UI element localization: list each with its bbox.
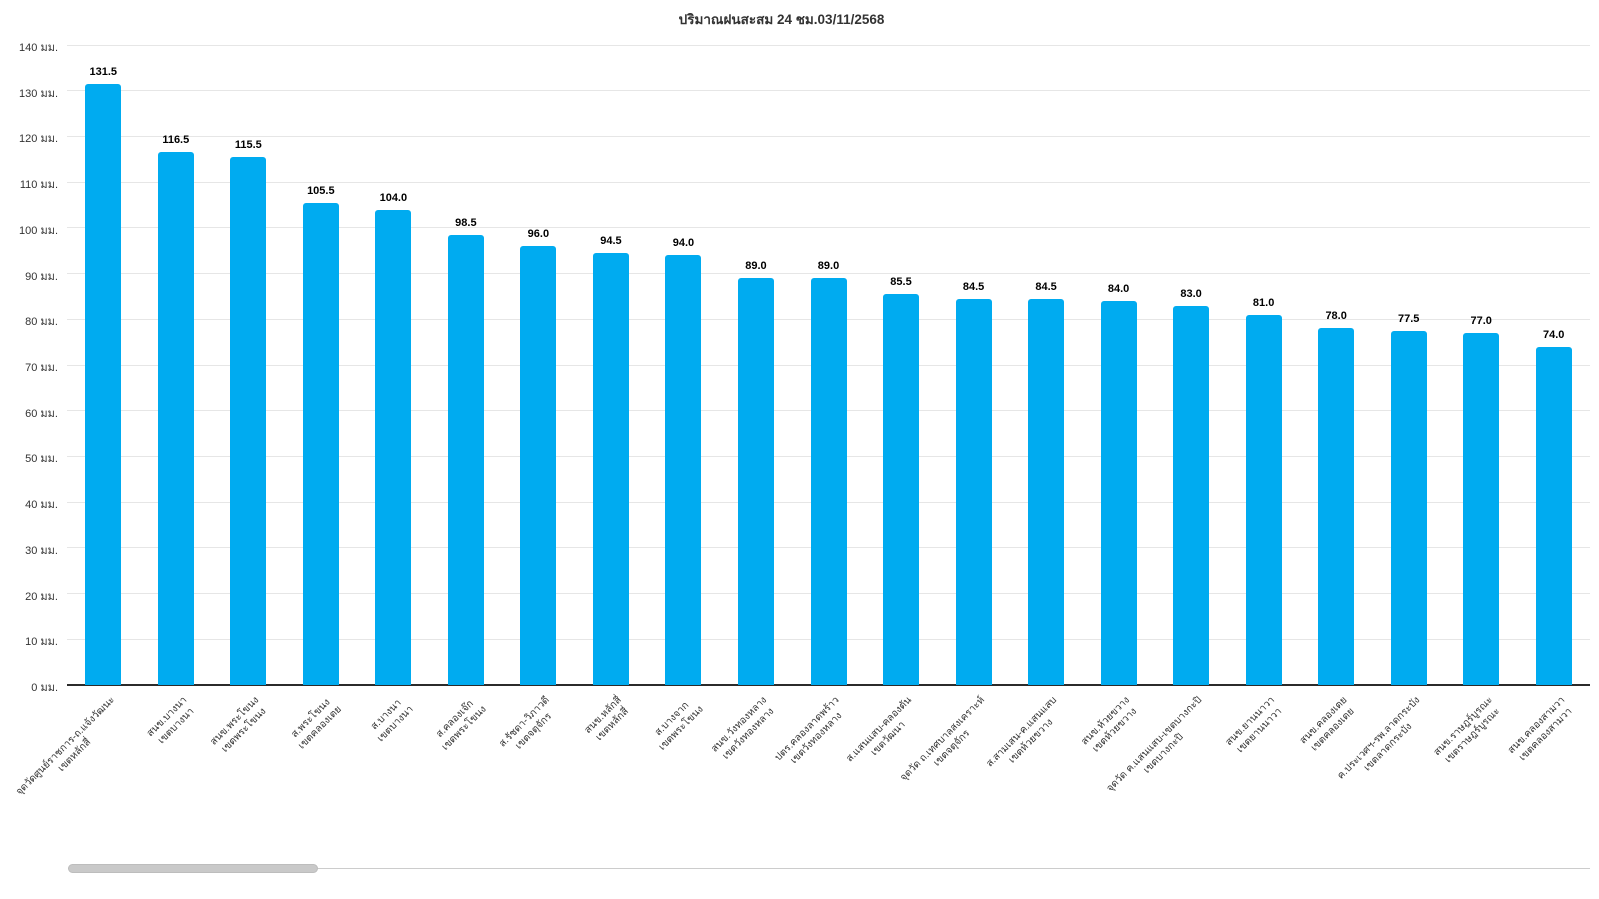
chart-title: ปริมาณฝนสะสม 24 ชม.03/11/2568: [678, 12, 885, 27]
bar-value-label: 83.0: [1180, 287, 1202, 300]
y-axis-tick-label: 50 มม.: [25, 453, 58, 466]
bar[interactable]: [1535, 346, 1572, 685]
y-axis-tick-label: 130 มม.: [19, 87, 58, 100]
x-axis-category-label: ปตร.คลองลาดพร้าว เขตวังทองหลาง: [773, 694, 845, 767]
y-axis-tick-label: 10 มม.: [25, 636, 58, 649]
bar-value-label: 89.0: [745, 260, 767, 273]
x-axis-category-label: สนข.บางนา เขตบางนา: [144, 694, 197, 747]
x-axis-category-label: ส.บางนา เขตบางนา: [369, 697, 417, 745]
x-axis-category-label: ส.บางจาก เขตพระโขนง: [653, 699, 707, 753]
y-gridline: [67, 273, 1590, 275]
bar-value-label: 84.5: [1035, 280, 1057, 293]
bar-value-label: 85.5: [890, 276, 912, 289]
bar[interactable]: [1390, 330, 1427, 685]
y-gridline: [67, 181, 1590, 183]
horizontal-scrollbar-track[interactable]: [68, 868, 1590, 869]
bar-value-label: 81.0: [1252, 296, 1275, 309]
bar[interactable]: [665, 255, 702, 685]
bar-value-label: 116.5: [162, 134, 190, 147]
bar[interactable]: [375, 209, 412, 685]
bar[interactable]: [1028, 298, 1065, 685]
x-axis-category-label: ส.รัชดา-วิภาวดี เขตจตุจักร: [497, 694, 554, 752]
bar-value-label: 77.5: [1397, 312, 1420, 325]
bar[interactable]: [157, 152, 194, 685]
bar-value-label: 77.0: [1470, 315, 1492, 327]
y-axis-tick-label: 140 มม.: [19, 42, 58, 54]
y-axis-tick-label: 70 มม.: [25, 362, 58, 374]
x-axis-category-label: ส.คลองเจ๊ก เขตพระโขนง: [434, 698, 489, 753]
bar-value-label: 94.5: [600, 235, 622, 247]
bar[interactable]: [955, 298, 992, 685]
bar-value-label: 96.0: [527, 228, 550, 241]
y-gridline: [67, 90, 1590, 92]
bar[interactable]: [1100, 301, 1137, 685]
y-axis-tick-label: 90 มม.: [25, 270, 58, 283]
x-axis-line: [67, 684, 1590, 686]
y-axis-tick-label: 80 มม.: [25, 316, 58, 329]
bar[interactable]: [1463, 333, 1500, 685]
y-axis-tick-label: 120 มม.: [19, 133, 58, 146]
bar-value-label: 104.0: [379, 191, 408, 204]
bar[interactable]: [520, 246, 557, 685]
bar-value-label: 78.0: [1325, 310, 1347, 323]
x-axis-category-label: สนข.คลองสามวา เขตคลองสามวา: [1505, 694, 1575, 764]
x-axis-category-label: สนข.วังทองหลาง เขตวังทองหลาง: [709, 694, 777, 762]
y-axis-tick-label: 100 มม.: [19, 224, 58, 237]
y-gridline: [67, 227, 1590, 229]
bar[interactable]: [1318, 328, 1355, 685]
export-menu-button[interactable]: [1561, 8, 1589, 34]
bar[interactable]: [737, 278, 774, 685]
x-axis-category-label: สนข.ห้วยขวาง เขตห้วยขวาง: [1079, 694, 1140, 755]
bar[interactable]: [230, 157, 267, 685]
bar[interactable]: [1173, 305, 1210, 685]
y-axis-tick-label: 0 มม.: [31, 682, 58, 694]
bar-value-label: 74.0: [1543, 328, 1565, 341]
bar-value-label: 98.5: [455, 216, 477, 229]
bar-value-label: 84.5: [962, 280, 985, 293]
y-axis-tick-label: 20 มม.: [25, 590, 58, 603]
bar-value-label: 94.0: [672, 237, 695, 250]
x-axis-category-label: สนข.คลองเตย เขตคลองเตย: [1298, 694, 1357, 754]
bar[interactable]: [1245, 314, 1282, 685]
bar[interactable]: [85, 83, 122, 685]
bar-value-label: 89.0: [817, 260, 840, 273]
x-axis-category-label: ส.สามเสน-ค.แสนแสบ เขตห้วยขวาง: [984, 694, 1060, 770]
y-axis-tick-label: 40 มม.: [25, 499, 58, 512]
x-axis-category-label: จุดวัดศูนย์ราชการ-ถ.แจ้งวัฒนะ เขตหลักสี่: [13, 694, 117, 798]
bar-value-label: 131.5: [89, 65, 118, 78]
bar-value-label: 84.0: [1107, 283, 1130, 295]
bar[interactable]: [447, 234, 484, 685]
bar[interactable]: [810, 278, 847, 685]
x-axis-category-label: ส.พระโขนง เขตคลองเตย: [288, 696, 344, 752]
bar-value-label: 115.5: [234, 139, 262, 151]
bar-value-label: 105.5: [307, 184, 335, 197]
y-gridline: [67, 44, 1590, 46]
x-axis-category-label: สนข.ยานนาวา เขตยานนาวา: [1223, 694, 1285, 756]
x-axis-category-label: สนข.หลักสี่ เขตหลักสี่: [583, 694, 632, 744]
bar[interactable]: [883, 294, 920, 685]
bar[interactable]: [302, 202, 339, 685]
y-axis-tick-label: 110 มม.: [19, 179, 58, 192]
y-axis-tick-label: 30 มม.: [25, 544, 58, 557]
x-axis-category-label: สนข.ราษฎร์บูรณะ เขตราษฎร์บูรณะ: [1431, 694, 1502, 766]
y-axis-tick-label: 60 มม.: [25, 407, 58, 420]
horizontal-scrollbar-thumb[interactable]: [68, 864, 318, 873]
y-gridline: [67, 135, 1590, 137]
bar[interactable]: [592, 253, 629, 685]
x-axis-category-label: สนข.พระโขนง เขตพระโขนง: [208, 694, 269, 755]
